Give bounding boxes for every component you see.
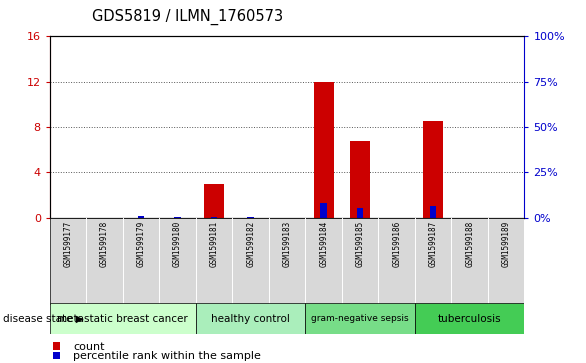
Text: GSM1599180: GSM1599180 [173,220,182,267]
Text: GSM1599187: GSM1599187 [429,220,438,267]
Text: GSM1599183: GSM1599183 [282,220,292,267]
Text: GDS5819 / ILMN_1760573: GDS5819 / ILMN_1760573 [92,9,283,25]
Bar [415,303,524,334]
Bar [247,217,254,218]
Text: GSM1599185: GSM1599185 [356,220,364,267]
Text: GSM1599178: GSM1599178 [100,220,109,267]
Text: count: count [73,342,105,352]
Text: metastatic breast cancer: metastatic breast cancer [57,314,188,323]
Text: GSM1599186: GSM1599186 [392,220,401,267]
Bar [314,82,333,218]
Text: GSM1599189: GSM1599189 [502,220,511,267]
Bar [138,216,144,218]
Text: GSM1599179: GSM1599179 [137,220,145,267]
Text: tuberculosis: tuberculosis [438,314,502,323]
Bar [350,140,370,218]
Bar [174,217,181,218]
Bar [357,208,363,218]
Bar [423,121,443,218]
Bar [204,184,224,218]
Text: GSM1599188: GSM1599188 [465,220,474,267]
Text: disease state ▶: disease state ▶ [3,314,84,323]
Text: GSM1599182: GSM1599182 [246,220,255,267]
Text: GSM1599184: GSM1599184 [319,220,328,267]
Bar [430,206,437,218]
Text: gram-negative sepsis: gram-negative sepsis [311,314,409,323]
Text: percentile rank within the sample: percentile rank within the sample [73,351,261,361]
Text: healthy control: healthy control [211,314,290,323]
Text: GSM1599177: GSM1599177 [63,220,73,267]
Bar [50,303,196,334]
Bar [196,303,305,334]
Text: GSM1599181: GSM1599181 [210,220,219,267]
Bar [305,303,415,334]
Bar [321,203,327,218]
